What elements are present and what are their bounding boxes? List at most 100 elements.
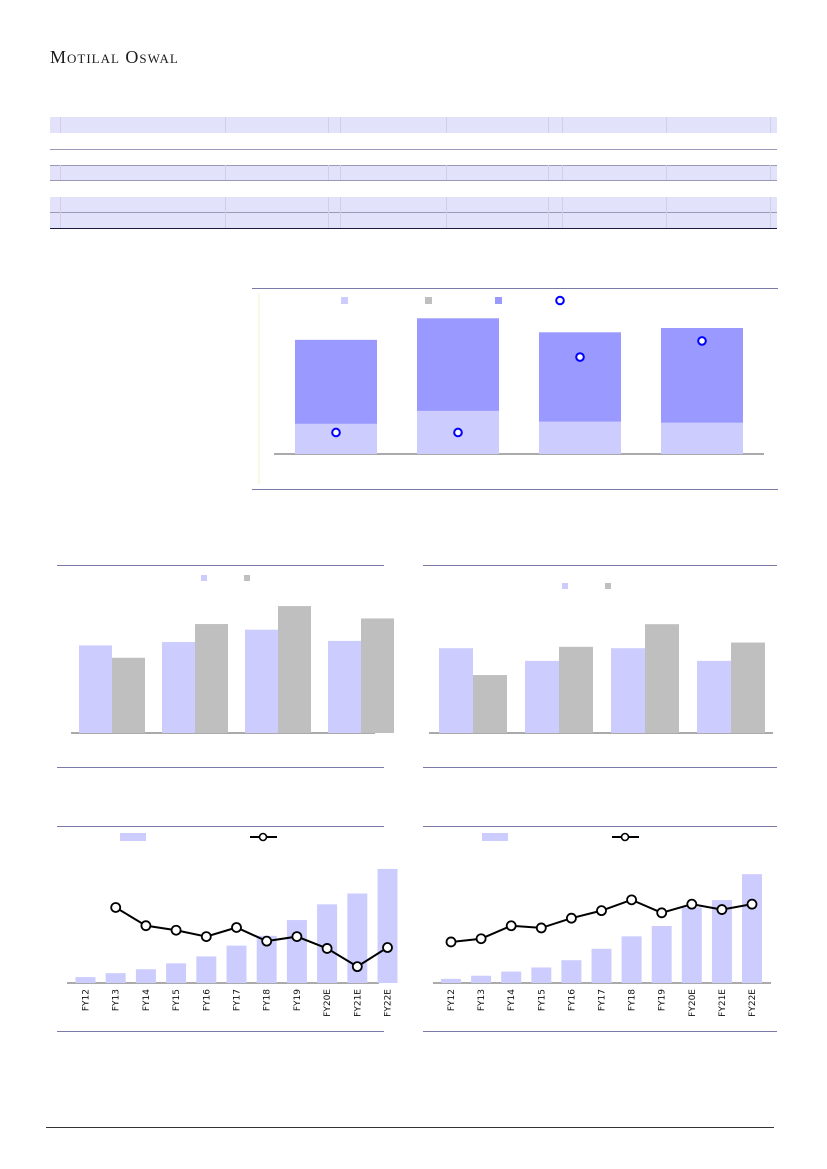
x-tick-label: FY17 <box>233 989 243 1011</box>
bar <box>361 618 394 733</box>
data-point <box>291 931 303 942</box>
data-point <box>535 922 547 934</box>
column-tick <box>548 117 549 133</box>
column-tick <box>666 117 667 133</box>
bar <box>135 969 156 983</box>
bar-segment <box>295 339 377 424</box>
data-point <box>351 961 363 973</box>
column-tick <box>225 117 226 133</box>
bar <box>651 926 672 983</box>
bar <box>439 648 473 733</box>
legend-swatch <box>562 583 568 589</box>
bar <box>347 893 368 983</box>
column-tick <box>340 165 341 180</box>
data-point <box>656 907 668 919</box>
x-tick-label: FY14 <box>507 989 517 1011</box>
column-tick <box>666 165 667 180</box>
table-rule <box>50 212 777 213</box>
data-point <box>697 336 707 346</box>
legend-swatch <box>120 833 146 841</box>
x-tick-label: FY16 <box>567 989 577 1011</box>
data-point <box>231 922 242 933</box>
bar <box>79 645 112 733</box>
legend-swatch <box>482 833 508 841</box>
data-point <box>565 912 577 924</box>
x-tick-label: FY22E <box>384 989 394 1017</box>
x-tick-label: FY13 <box>477 989 487 1011</box>
x-tick-label: FY12 <box>447 989 457 1011</box>
legend-marker <box>620 832 630 842</box>
data-point <box>626 894 638 906</box>
footer-rule <box>46 1127 774 1128</box>
column-tick <box>328 117 329 133</box>
column-tick <box>328 165 329 180</box>
x-tick-label: FY19 <box>293 989 303 1011</box>
bar-segment <box>539 332 621 422</box>
column-tick <box>562 197 563 228</box>
x-tick-label: FY17 <box>598 989 608 1011</box>
bar <box>621 936 642 983</box>
bar <box>473 675 507 733</box>
table-rule <box>50 165 777 166</box>
data-point <box>261 935 273 947</box>
data-point <box>505 920 517 932</box>
bar <box>531 967 552 983</box>
bar <box>328 640 361 733</box>
column-tick <box>60 165 61 180</box>
data-point <box>170 924 182 936</box>
x-tick-label: FY19 <box>658 989 668 1011</box>
bar <box>559 646 593 733</box>
bar <box>75 977 96 983</box>
data-point <box>453 427 463 438</box>
x-tick-label: FY20E <box>688 989 698 1017</box>
column-tick <box>60 197 61 228</box>
bar <box>611 648 645 733</box>
data-point <box>382 942 393 953</box>
x-tick-label: FY18 <box>263 989 273 1011</box>
bar <box>245 629 278 733</box>
table-rule <box>50 180 777 181</box>
bar <box>105 973 126 983</box>
data-point <box>445 936 457 948</box>
column-tick <box>770 165 771 180</box>
legend-swatch <box>605 583 611 589</box>
x-tick-label: FY12 <box>82 989 92 1011</box>
data-point <box>110 902 122 913</box>
legend-swatch <box>201 575 207 581</box>
column-tick <box>328 197 329 228</box>
bar <box>286 920 307 983</box>
data-point <box>575 352 585 362</box>
bar <box>112 657 145 733</box>
bar <box>377 868 398 983</box>
chart-bar-right <box>423 565 777 768</box>
x-tick-label: FY16 <box>202 989 212 1011</box>
bar <box>591 948 612 983</box>
x-tick-label: FY18 <box>628 989 638 1011</box>
data-point <box>716 904 728 915</box>
x-tick-label: FY20E <box>323 989 333 1017</box>
bar <box>162 642 195 733</box>
bar <box>731 642 765 733</box>
legend-marker <box>555 295 565 306</box>
data-point <box>746 898 758 910</box>
bar <box>645 624 679 733</box>
data-point <box>596 905 607 917</box>
table-rule <box>50 228 777 229</box>
bar <box>711 900 732 983</box>
bar <box>256 935 277 983</box>
legend-swatch <box>495 297 502 304</box>
legend-marker <box>258 832 268 842</box>
column-tick <box>340 197 341 228</box>
data-point <box>321 943 333 954</box>
bar <box>697 660 731 733</box>
bar <box>561 960 582 983</box>
bar <box>441 978 461 983</box>
bar <box>471 975 492 983</box>
x-tick-label: FY22E <box>748 989 758 1017</box>
column-tick <box>225 165 226 180</box>
x-tick-label: FY15 <box>537 989 547 1011</box>
x-tick-label: FY15 <box>172 989 182 1011</box>
column-tick <box>446 165 447 180</box>
chart-combo-right: FY12 FY13 FY14 FY15 FY16 FY17 FY18 FY19 FY20E FY2… <box>423 826 777 1032</box>
column-tick <box>446 117 447 133</box>
